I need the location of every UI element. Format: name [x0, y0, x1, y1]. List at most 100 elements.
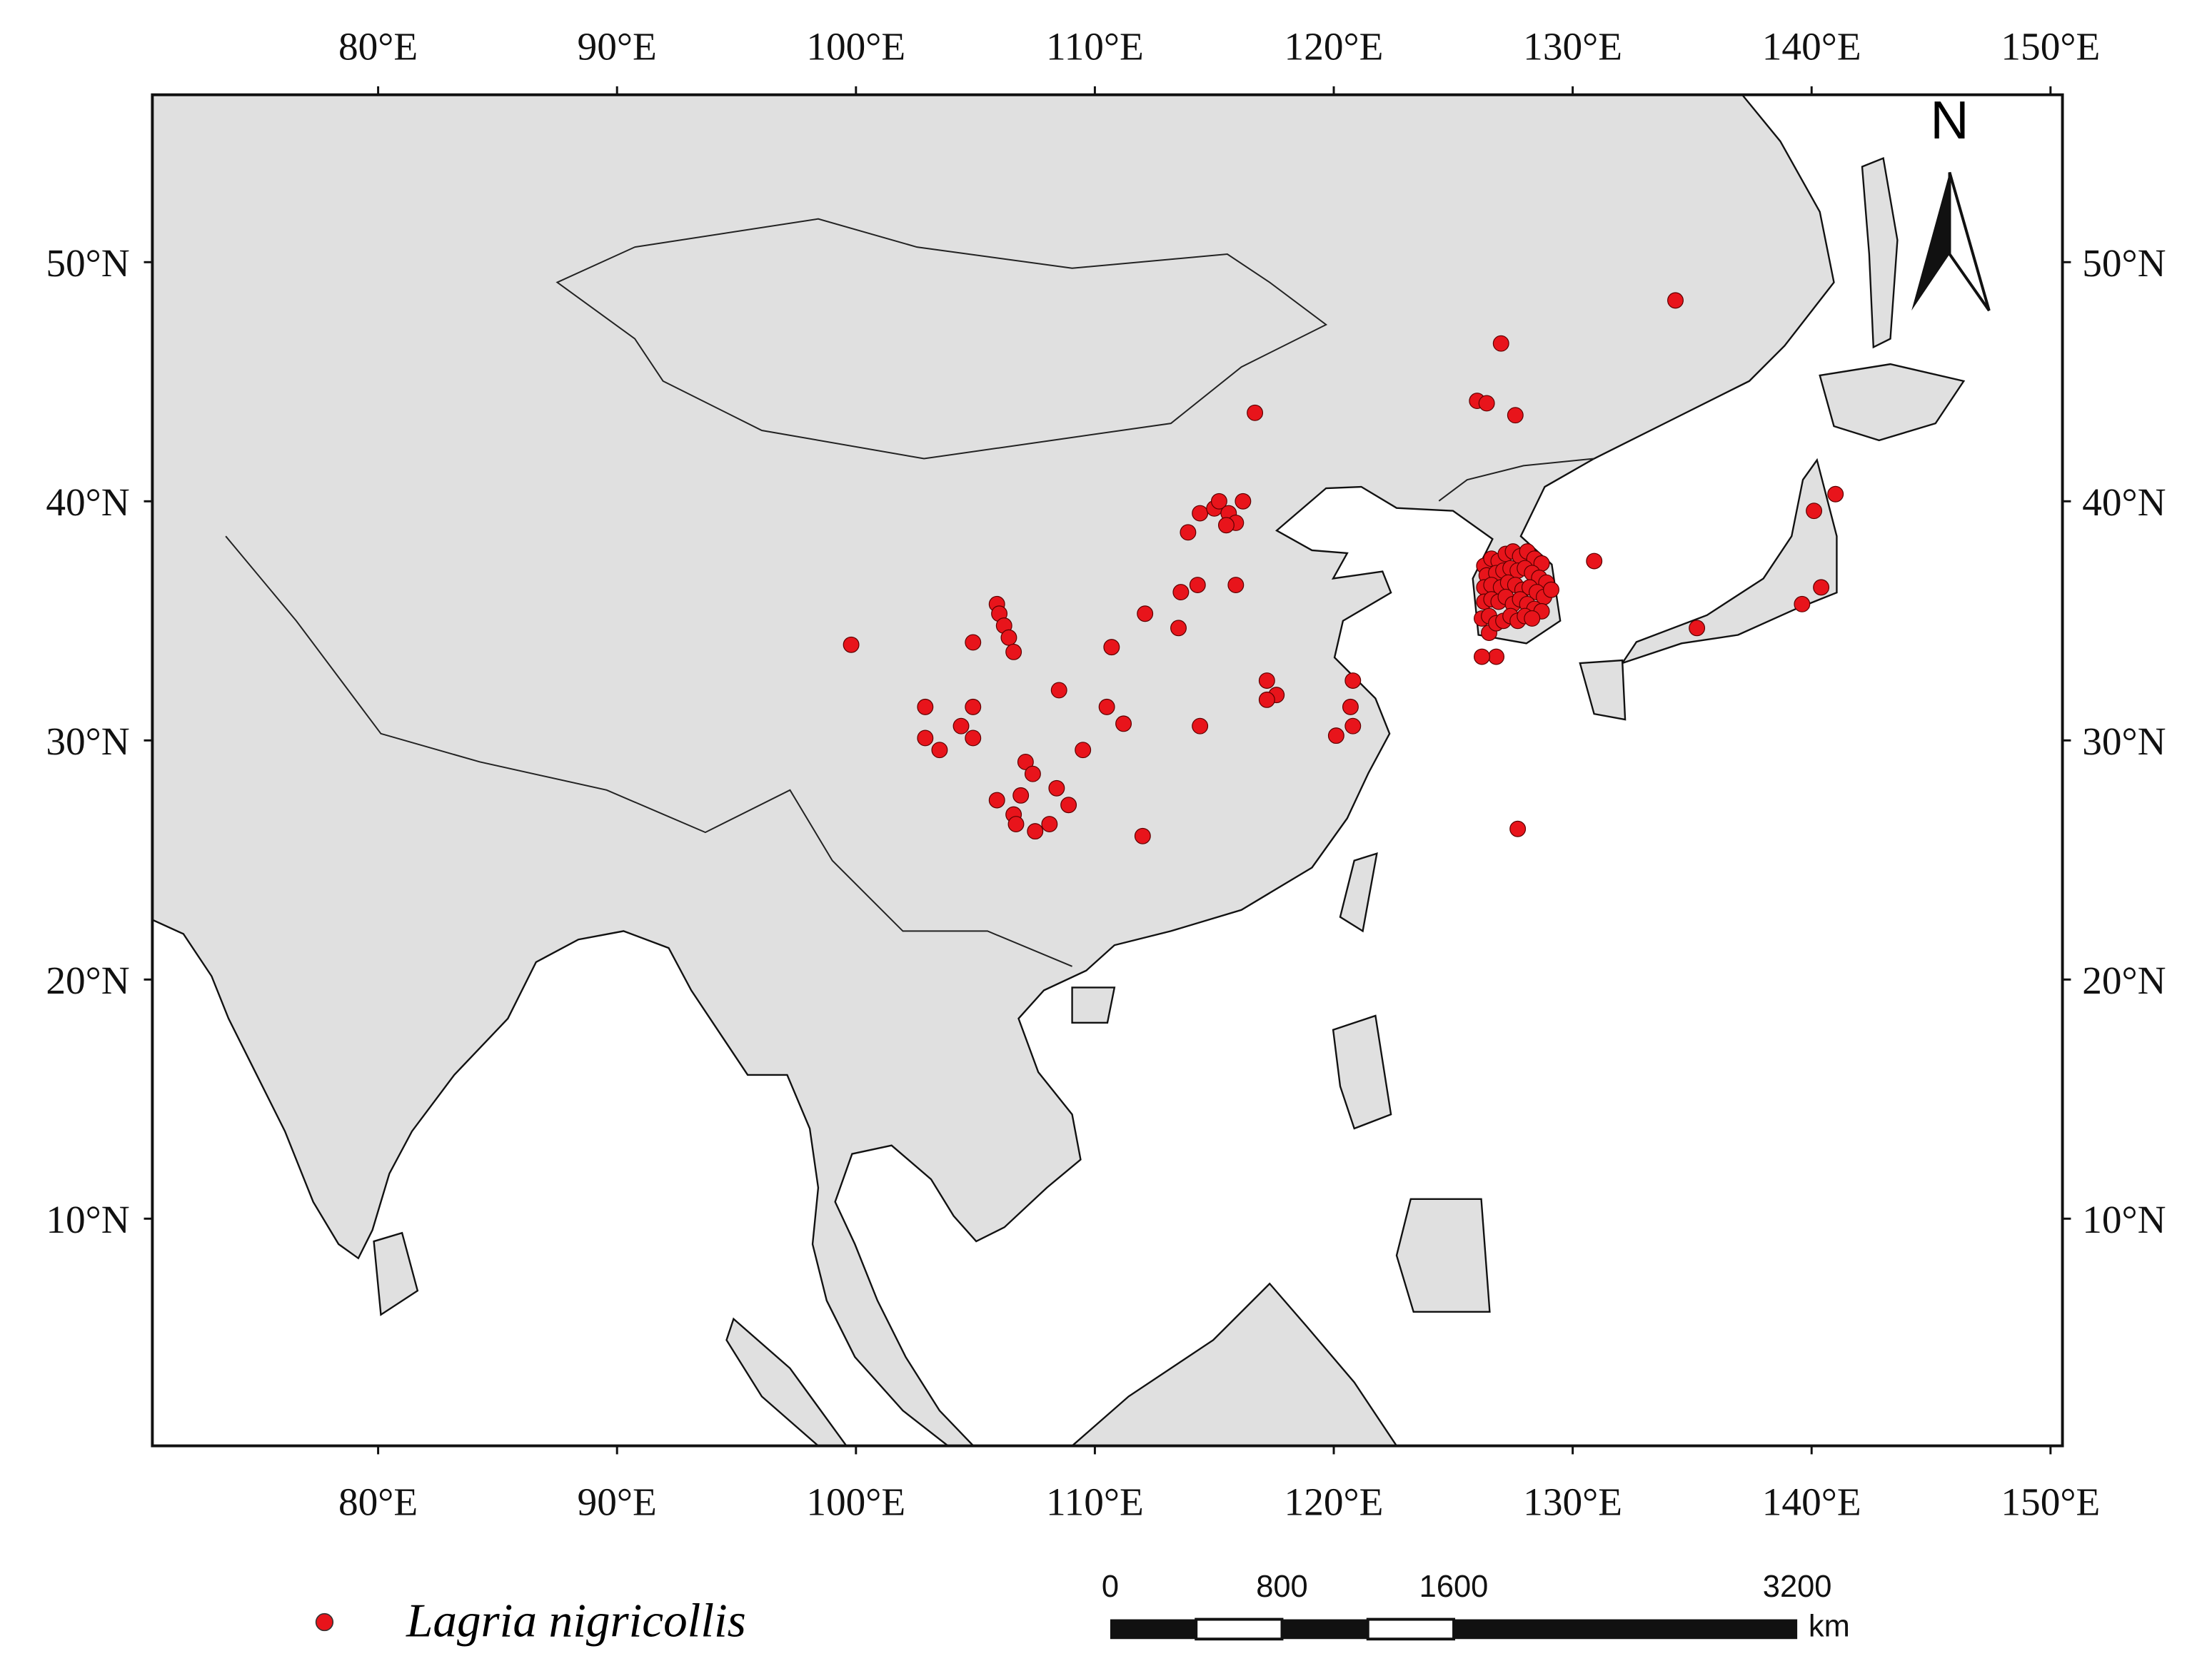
occurrence-point	[1192, 505, 1209, 522]
ticks: 80°E 80°E 90°E 90°E 100°E 100°E 110°E 110°E 120°…	[46, 24, 2166, 1523]
occurrence-point	[1507, 407, 1524, 424]
occurrence-point	[917, 698, 934, 715]
occurrence-point	[1327, 727, 1344, 744]
occurrence-point	[1586, 552, 1603, 570]
scale-segment	[1110, 1619, 1197, 1640]
occurrence-point	[1689, 620, 1706, 637]
occurrence-point	[1806, 503, 1823, 520]
occurrence-point	[965, 634, 982, 651]
scale-tick-label: 0	[1102, 1570, 1119, 1604]
scale-bar: 0 800 1600 3200 km	[1102, 1570, 1850, 1643]
map-frame	[151, 93, 2064, 1448]
occurrence-point	[1137, 605, 1154, 622]
occurrence-point	[1050, 682, 1067, 699]
borneo	[1070, 1282, 1399, 1447]
occurrence-point	[1210, 493, 1227, 510]
scale-tick-label: 800	[1256, 1570, 1308, 1604]
x-tick-label-top: 80°E	[338, 24, 418, 68]
scale-segment	[1366, 1617, 1456, 1641]
hokkaido	[1819, 363, 1966, 442]
occurrence-point	[1041, 816, 1058, 832]
hainan	[1071, 986, 1116, 1024]
y-tick-label-right: 50°N	[2082, 241, 2166, 285]
occurrence-point	[1189, 577, 1206, 593]
occurrence-point	[917, 730, 934, 747]
occurrence-point	[1027, 823, 1044, 840]
kyushu	[1579, 659, 1627, 721]
occurrence-point	[1524, 610, 1541, 627]
occurrence-point	[1258, 691, 1275, 708]
occurrence-point	[1017, 753, 1034, 770]
y-tick-label-right: 20°N	[2082, 959, 2166, 1002]
occurrence-point	[1172, 584, 1190, 601]
occurrence-point	[1344, 672, 1362, 689]
sri-lanka	[373, 1231, 419, 1316]
china-korea-border	[1438, 458, 1594, 502]
x-tick-label-top: 100°E	[806, 24, 905, 68]
luzon	[1332, 1014, 1392, 1130]
china-south-border	[225, 535, 1072, 967]
mongolia-border	[555, 218, 1328, 460]
occurrence-point	[1258, 672, 1275, 689]
occurrence-point	[1192, 717, 1209, 734]
occurrence-point	[1235, 493, 1252, 510]
x-tick-label-bottom: 150°E	[2001, 1480, 2100, 1523]
taiwan	[1339, 852, 1378, 933]
occurrence-point	[1007, 816, 1025, 832]
occurrence-point	[1813, 579, 1830, 596]
points	[843, 292, 1844, 844]
occurrence-point	[1048, 779, 1065, 797]
occurrence-point	[1012, 787, 1030, 804]
x-tick-label-top: 90°E	[578, 24, 657, 68]
north-arrow-left	[1911, 172, 1950, 311]
y-tick-label-right: 30°N	[2082, 720, 2166, 763]
occurrence-point	[1794, 595, 1811, 612]
occurrence-point	[1115, 715, 1132, 732]
occurrence-point	[1180, 524, 1197, 541]
occurrence-point	[1543, 581, 1559, 598]
occurrence-point	[1827, 485, 1844, 503]
y-tick-label-left: 50°N	[46, 241, 129, 285]
x-tick-label-bottom: 120°E	[1285, 1480, 1384, 1523]
occurrence-point	[931, 742, 948, 759]
legend: Lagria nigricollis	[315, 1593, 746, 1647]
y-tick-label-left: 20°N	[46, 959, 129, 1002]
occurrence-point	[1134, 827, 1151, 844]
scale-segment	[1454, 1619, 1798, 1640]
land	[151, 94, 1966, 1447]
mindanao	[1395, 1198, 1491, 1313]
occurrence-point	[1474, 648, 1490, 665]
y-tick-label-left: 10°N	[46, 1198, 129, 1241]
occurrence-point	[952, 717, 970, 734]
sakhalin	[1861, 157, 1899, 349]
occurrence-point	[965, 698, 982, 715]
x-tick-label-top: 140°E	[1762, 24, 1861, 68]
occurrence-point	[1103, 639, 1120, 656]
occurrence-point	[1098, 698, 1115, 715]
scale-unit: km	[1809, 1609, 1850, 1643]
y-tick-label-right: 40°N	[2082, 480, 2166, 524]
occurrence-point	[1342, 698, 1359, 715]
occurrence-point	[1000, 629, 1017, 646]
occurrence-point	[1024, 765, 1041, 782]
occurrence-point	[1492, 335, 1509, 352]
occurrence-point	[965, 730, 982, 747]
occurrence-point	[1227, 577, 1245, 593]
x-tick-label-top: 130°E	[1523, 24, 1622, 68]
occurrence-point	[1344, 717, 1362, 734]
x-tick-label-bottom: 130°E	[1523, 1480, 1622, 1523]
x-tick-label-top: 120°E	[1285, 24, 1384, 68]
occurrence-point	[1488, 648, 1505, 665]
x-tick-label-bottom: 110°E	[1046, 1480, 1144, 1523]
occurrence-point	[1667, 292, 1684, 309]
x-tick-label-bottom: 80°E	[338, 1480, 418, 1523]
scale-tick-label: 1600	[1419, 1570, 1489, 1604]
occurrence-point	[1509, 820, 1527, 837]
scale-segment	[1282, 1619, 1368, 1640]
y-tick-label-left: 30°N	[46, 720, 129, 763]
occurrence-point	[1005, 643, 1022, 660]
scale-segment	[1195, 1617, 1284, 1641]
y-tick-label-left: 40°N	[46, 480, 129, 524]
